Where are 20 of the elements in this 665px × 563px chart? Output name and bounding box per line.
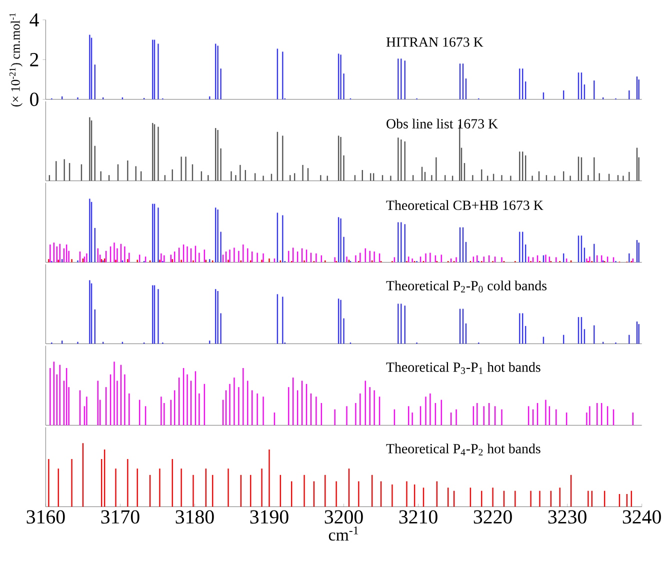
x-tick-label: 3170 — [101, 510, 140, 524]
y-tick-label: 2 — [30, 52, 38, 66]
x-tick-label: 3160 — [26, 510, 65, 524]
x-tick-label: 3210 — [399, 510, 438, 524]
x-tick-label: 3220 — [474, 510, 512, 524]
x-tick-label: 3180 — [176, 510, 214, 524]
chart-title: Theoretical CB+HB 1673 K — [386, 200, 544, 210]
text: HITRAN 1673 K — [386, 37, 484, 47]
x-axis-title: cm$^{-1}$ — [328, 526, 358, 540]
chart-title: Theoretical P$_{2}$-P$_{0}$ cold bands — [386, 280, 547, 292]
y-tick-label: 4 — [30, 13, 39, 26]
x-tick-label: 3230 — [548, 510, 586, 524]
x-tick-label: 3240 — [622, 510, 661, 524]
chart-title: Obs line list 1673 K — [386, 118, 498, 128]
y-axis-title: (× 10$^{-21}$) cm.mol$^{-1}$ — [9, 13, 22, 106]
chart-title: Theoretical P$_{3}$-P$_{1}$ hot bands — [386, 362, 540, 374]
x-tick-label: 3200 — [324, 510, 363, 524]
chart-title: Theoretical P$_{4}$-P$_{2}$ hot bands — [386, 443, 540, 456]
y-tick-label: 0 — [30, 92, 38, 106]
x-tick-label: 3190 — [250, 510, 288, 524]
